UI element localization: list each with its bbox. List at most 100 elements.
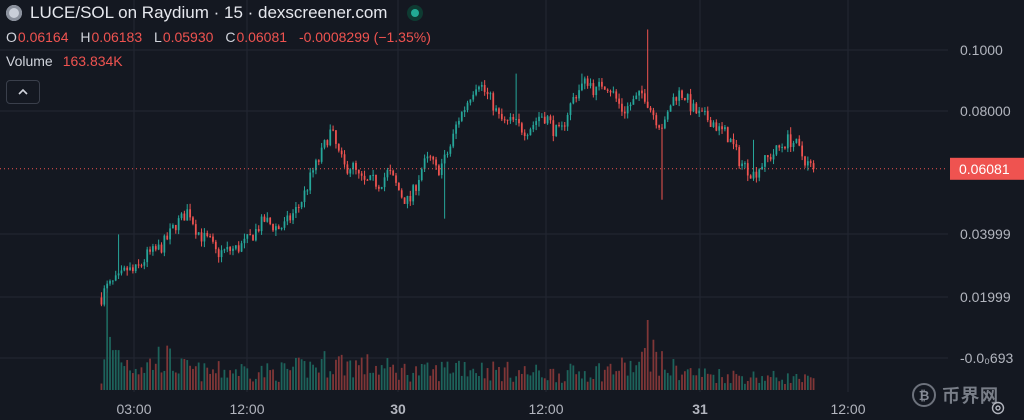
candle-body bbox=[440, 163, 443, 175]
candle-body bbox=[535, 121, 538, 126]
candle-body bbox=[738, 147, 741, 167]
y-tick-label: 0.03999 bbox=[960, 226, 1011, 242]
volume-bar bbox=[415, 366, 417, 390]
y-tick-label: -0.0₀693 bbox=[960, 350, 1014, 366]
candle-body bbox=[678, 90, 681, 101]
chart-title: LUCE/SOL on Raydium · 15 · dexscreener.c… bbox=[30, 3, 388, 22]
volume-bar bbox=[540, 377, 543, 390]
candle-body bbox=[120, 270, 123, 274]
candle-body bbox=[111, 280, 114, 282]
candle-body bbox=[360, 173, 363, 176]
candle-body bbox=[366, 179, 369, 181]
candle-body bbox=[523, 132, 526, 137]
volume-bar bbox=[555, 382, 558, 390]
candle-body bbox=[764, 155, 766, 167]
volume-bar bbox=[418, 375, 420, 390]
candle-body bbox=[303, 190, 306, 203]
candle-body bbox=[289, 215, 292, 221]
volume-bar bbox=[137, 374, 140, 390]
volume-bar bbox=[626, 375, 629, 390]
candle-body bbox=[792, 142, 795, 148]
candle-body bbox=[389, 170, 392, 172]
high-value: 0.06183 bbox=[91, 29, 143, 45]
candle-body bbox=[626, 106, 629, 114]
x-axis[interactable]: 03:00 12:00 30 12:00 31 12:00 bbox=[116, 401, 865, 417]
volume-bar bbox=[712, 374, 715, 390]
candle-body bbox=[538, 116, 540, 122]
watermark-text: 币界网 bbox=[942, 386, 999, 406]
candle-body bbox=[460, 112, 463, 121]
volume-bar bbox=[249, 378, 252, 390]
volume-bar bbox=[701, 376, 703, 390]
candle-body bbox=[452, 133, 455, 147]
candle-body bbox=[781, 146, 783, 148]
candle-body bbox=[177, 218, 180, 231]
candle-body bbox=[246, 234, 249, 239]
candle-body bbox=[263, 216, 266, 222]
volume-bar bbox=[621, 357, 623, 390]
chart-header: LUCE/SOL on Raydium · 15 · dexscreener.c… bbox=[6, 2, 439, 71]
volume-bar bbox=[458, 360, 460, 390]
y-tick-label: 0.08000 bbox=[960, 103, 1011, 119]
volume-bar bbox=[706, 373, 709, 390]
settings-gear-icon[interactable] bbox=[990, 400, 1006, 416]
candle-body bbox=[500, 113, 503, 120]
volume-bar bbox=[572, 365, 575, 390]
volume-bar bbox=[129, 370, 131, 390]
candle-body bbox=[412, 185, 415, 202]
volume-bar bbox=[606, 366, 609, 390]
volume-bar bbox=[635, 365, 638, 390]
volume-bar bbox=[423, 364, 426, 390]
collapse-legend-button[interactable] bbox=[6, 80, 40, 104]
volume-bar bbox=[203, 363, 206, 390]
candle-body bbox=[375, 174, 377, 187]
candle-body bbox=[426, 156, 429, 159]
close-value: 0.06081 bbox=[236, 29, 288, 45]
candle-body bbox=[397, 182, 400, 191]
volume-bar bbox=[254, 378, 257, 390]
candle-body bbox=[223, 249, 226, 251]
volume-bar bbox=[160, 372, 163, 390]
high-label: H bbox=[80, 29, 91, 45]
candle-body bbox=[332, 129, 334, 131]
candle-body bbox=[160, 244, 163, 253]
candle-body bbox=[595, 86, 598, 96]
volume-bar bbox=[589, 377, 592, 390]
current-price-tag bbox=[950, 157, 1024, 180]
candle-body bbox=[561, 125, 563, 127]
volume-bar bbox=[154, 363, 157, 390]
volume-bar bbox=[672, 359, 675, 390]
volume-bar bbox=[246, 368, 249, 390]
candle-body bbox=[583, 78, 586, 84]
candle-body bbox=[629, 104, 632, 107]
volume-bar bbox=[523, 366, 526, 390]
volume-bar bbox=[512, 381, 515, 390]
candle-body bbox=[286, 215, 289, 222]
volume-bar bbox=[478, 376, 480, 390]
candle-body bbox=[209, 235, 211, 237]
y-axis[interactable]: 0.1000 0.08000 0.03999 0.01999 -0.0₀693 bbox=[960, 42, 1014, 366]
volume-bar bbox=[746, 381, 749, 390]
volume-bar bbox=[741, 376, 743, 390]
candle-body bbox=[380, 187, 383, 189]
candle-body bbox=[100, 297, 103, 305]
candle-body bbox=[729, 138, 732, 143]
volume-bar bbox=[312, 364, 314, 390]
volume-bar bbox=[157, 346, 160, 390]
candle-body bbox=[761, 166, 763, 170]
candle-body bbox=[420, 169, 423, 181]
volume-bar bbox=[455, 362, 457, 390]
candle-body bbox=[695, 103, 698, 114]
candle-body bbox=[752, 171, 755, 179]
candle-body bbox=[546, 116, 549, 124]
volume-bar bbox=[320, 359, 323, 390]
volume-bar bbox=[492, 361, 495, 390]
candle-body bbox=[220, 250, 223, 258]
volume-bar bbox=[592, 379, 595, 390]
volume-bar bbox=[380, 365, 383, 390]
volume-bar bbox=[566, 370, 569, 390]
candle-body bbox=[555, 124, 558, 137]
candle-body bbox=[395, 175, 397, 183]
candle-body bbox=[129, 267, 131, 271]
